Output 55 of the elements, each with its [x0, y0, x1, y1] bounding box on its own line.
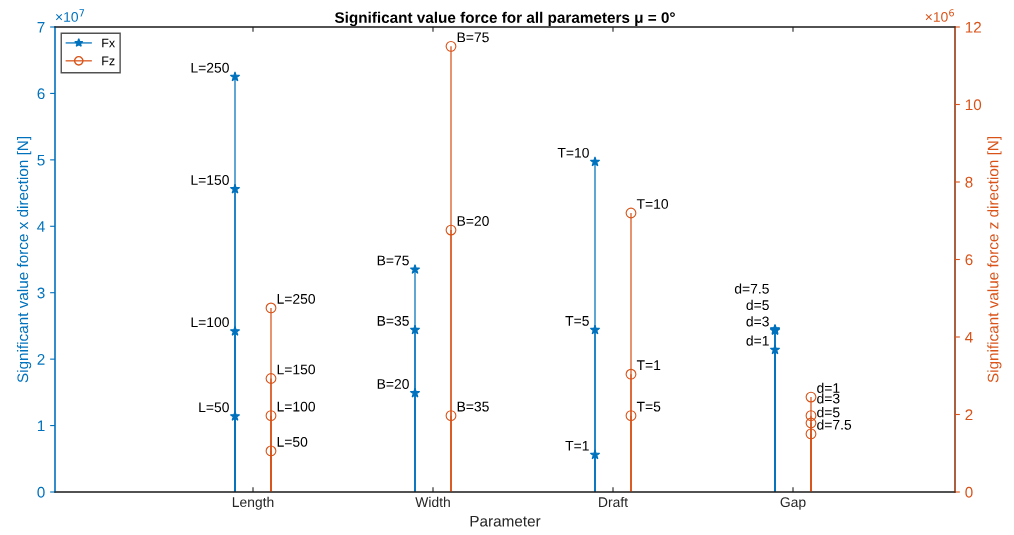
legend-label: Fx — [102, 38, 115, 48]
annotation: B=35 — [377, 315, 409, 326]
chart-title: Significant value force for all parameters μ = 0° — [334, 11, 675, 27]
annotation: d=1 — [746, 335, 769, 346]
y2-axis-title: Significant value force z direction [N] — [987, 137, 1002, 383]
annotation: d=1 — [817, 382, 840, 393]
annotation: T=1 — [636, 360, 661, 370]
annotation: L=250 — [191, 62, 229, 73]
text: ×10$^{7}$ — [55, 9, 85, 22]
y2-tick-label: 12 — [965, 21, 981, 33]
y-tick-label: 2 — [37, 354, 45, 365]
y2-tick-label: 0 — [965, 486, 973, 498]
y-tick-label: 3 — [37, 287, 45, 299]
y-tick-label: 1 — [37, 420, 45, 432]
annotation: L=100 — [277, 401, 316, 412]
annotation: T=10 — [636, 199, 669, 209]
annotation: L=50 — [199, 402, 229, 413]
y-tick-label: 7 — [37, 22, 45, 33]
x-tick-label: Width — [415, 496, 450, 508]
annotation: L=100 — [191, 317, 229, 328]
x-tick-label: Length — [232, 496, 274, 510]
annotation: d=7.5 — [734, 283, 769, 294]
annotation: B=75 — [457, 32, 489, 43]
y2-tick-label: 4 — [965, 332, 973, 343]
legend-label: Fz — [102, 56, 115, 66]
annotation: B=35 — [457, 401, 489, 412]
x-axis-title: Parameter — [470, 515, 541, 527]
annotation: B=75 — [377, 255, 409, 266]
y2-tick-label: 10 — [965, 99, 982, 111]
annotation: B=20 — [377, 379, 409, 389]
y2-tick-label: 2 — [965, 409, 973, 421]
text: ×10$^{6}$ — [925, 9, 954, 22]
annotation: d=3 — [746, 316, 769, 327]
annotation: T=5 — [565, 316, 589, 326]
y2-tick-label: 6 — [965, 254, 973, 266]
annotation: d=5 — [817, 407, 840, 418]
annotation: d=7.5 — [817, 419, 852, 430]
annotation: T=1 — [565, 440, 589, 451]
y-tick-label: 6 — [37, 88, 45, 100]
annotation: L=50 — [277, 436, 308, 447]
y-tick-label: 0 — [37, 486, 45, 498]
annotation: L=150 — [277, 364, 316, 375]
y2-tick-label: 8 — [965, 176, 973, 188]
annotation: L=250 — [277, 293, 316, 304]
x-tick-label: Gap — [780, 497, 806, 510]
annotation: B=20 — [457, 216, 489, 226]
annotation: T=5 — [636, 401, 661, 412]
y-axis-title: Significant value force x direction [N] — [16, 137, 32, 383]
y-tick-label: 4 — [37, 221, 45, 232]
annotation: T=10 — [557, 147, 589, 158]
annotation: L=150 — [191, 175, 229, 185]
annotation: d=3 — [817, 393, 840, 404]
annotation: d=5 — [746, 299, 769, 311]
y-tick-label: 5 — [37, 154, 45, 166]
x-tick-label: Draft — [599, 496, 628, 508]
